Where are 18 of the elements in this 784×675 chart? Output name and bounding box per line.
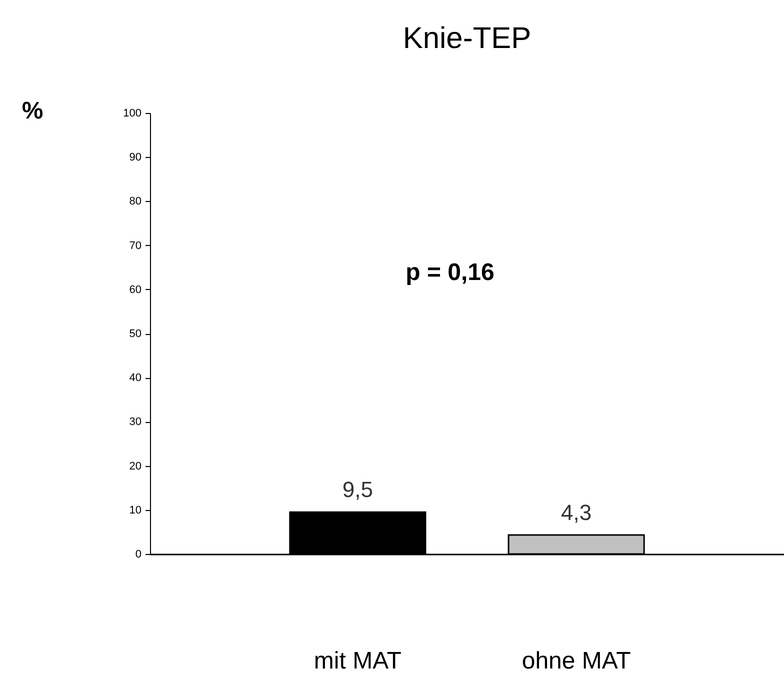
data-label: 4,3 bbox=[561, 500, 592, 526]
x-tick-label: ohne MAT bbox=[522, 648, 632, 674]
data-label: 9,5 bbox=[342, 477, 373, 502]
chart-title: Knie-TEP bbox=[402, 22, 532, 55]
y-tick-label: 80 bbox=[129, 196, 142, 208]
annotation: p = 0,16 bbox=[406, 259, 494, 286]
x-tick-label: mit MAT bbox=[314, 648, 402, 674]
y-tick-label: 90 bbox=[129, 152, 142, 164]
y-tick-label: 50 bbox=[129, 328, 142, 340]
y-tick-label: 10 bbox=[129, 504, 142, 516]
y-tick-label: 70 bbox=[129, 240, 142, 252]
y-axis-title: % bbox=[22, 98, 44, 124]
y-tick-label: 20 bbox=[129, 460, 142, 472]
y-tick-label: 0 bbox=[135, 548, 142, 560]
y-tick-label: 40 bbox=[129, 372, 142, 384]
y-tick-label: 30 bbox=[129, 416, 142, 428]
y-tick-label: 100 bbox=[123, 108, 142, 120]
y-tick-label: 60 bbox=[129, 284, 142, 296]
